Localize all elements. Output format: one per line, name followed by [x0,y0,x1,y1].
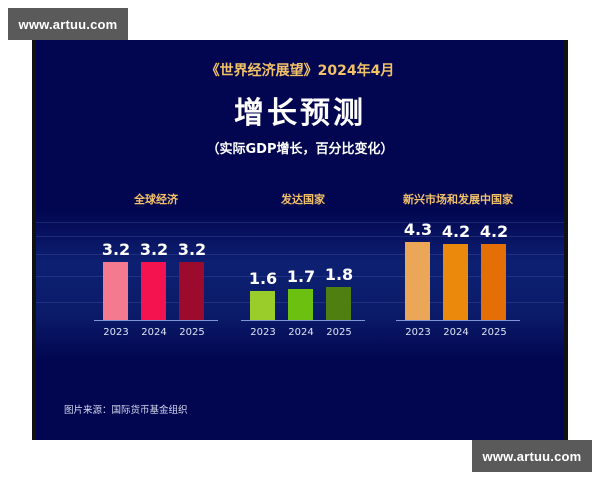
decorative-wave [36,254,564,255]
x-axis-tick-label: 2025 [326,327,352,338]
bar-2024 [288,289,313,320]
x-axis-tick-label: 2024 [141,327,167,338]
x-axis-tick-label: 2025 [179,327,205,338]
chart-baseline [396,320,520,321]
watermark-bottom-right: www.artuu.com [472,440,592,472]
chart-title: 发达国家 [281,193,325,206]
chart-caption: （实际GDP增长，百分比变化） [206,142,394,157]
chart-baseline [241,320,365,321]
chart-title: 全球经济 [134,193,178,206]
x-axis-tick-label: 2023 [405,327,431,338]
x-axis-tick-label: 2025 [481,327,507,338]
x-axis-tick-label: 2023 [103,327,129,338]
bar-2025 [326,287,351,320]
bar-value-label: 3.2 [177,240,207,259]
bar-2024 [141,262,166,320]
bar-value-label: 3.2 [139,240,169,259]
chart-baseline [94,320,218,321]
chart-title: 新兴市场和发展中国家 [403,193,513,206]
x-axis-tick-label: 2024 [288,327,314,338]
bar-value-label: 1.8 [324,265,354,284]
watermark-top-left: www.artuu.com [8,8,128,40]
bar-2023 [103,262,128,320]
bar-value-label: 4.3 [403,220,433,239]
page-title: 增长预测 [234,96,366,131]
infographic-panel: 《世界经济展望》2024年4月 增长预测 （实际GDP增长，百分比变化） 全球经… [32,40,568,440]
bar-2024 [443,244,468,320]
decorative-wave [36,222,564,223]
bar-value-label: 4.2 [479,222,509,241]
source-note: 图片来源：国际货币基金组织 [64,405,188,416]
decorative-wave [36,276,564,277]
x-axis-tick-label: 2023 [250,327,276,338]
bar-value-label: 4.2 [441,222,471,241]
bar-value-label: 1.7 [286,267,316,286]
x-axis-tick-label: 2024 [443,327,469,338]
bar-value-label: 3.2 [101,240,131,259]
bar-2023 [250,291,275,320]
bar-2025 [481,244,506,320]
report-subtitle: 《世界经济展望》2024年4月 [205,63,395,79]
decorative-wave [36,236,564,237]
bar-2025 [179,262,204,320]
bar-2023 [405,242,430,320]
bar-value-label: 1.6 [248,269,278,288]
